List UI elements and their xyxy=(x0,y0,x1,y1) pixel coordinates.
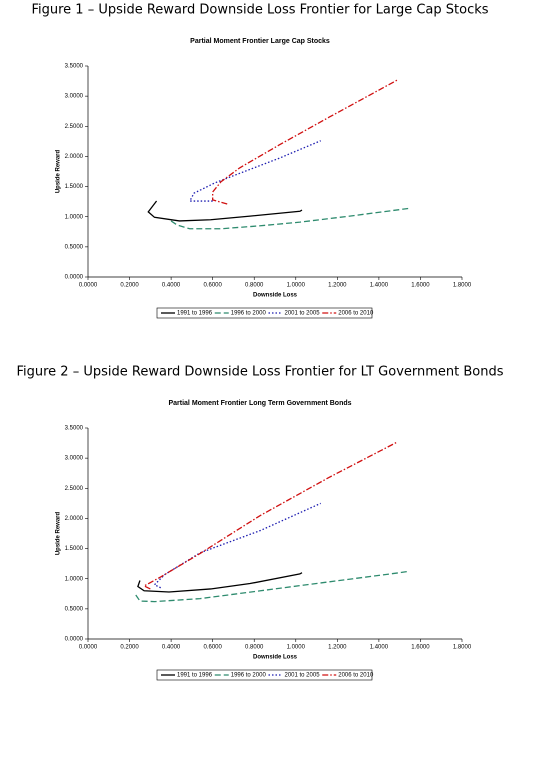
chart-title: Partial Moment Frontier Large Cap Stocks xyxy=(190,38,330,45)
y-axis-label: Upside Reward xyxy=(56,150,62,194)
y-tick-label: 1.0000 xyxy=(65,214,84,220)
y-tick-label: 2.5000 xyxy=(65,124,84,130)
x-tick-label: 0.4000 xyxy=(162,645,181,651)
y-tick-label: 0.0000 xyxy=(65,275,84,281)
chart-title: Partial Moment Frontier Long Term Govern… xyxy=(168,400,351,407)
y-axis-label: Upside Reward xyxy=(56,512,62,556)
y-tick-label: 0.5000 xyxy=(65,606,84,612)
figure-caption: Figure 1 – Upside Reward Downside Loss F… xyxy=(31,3,488,18)
series-line xyxy=(188,140,321,202)
legend-box xyxy=(156,669,373,681)
x-tick-label: 1.6000 xyxy=(411,283,430,289)
y-tick-label: 2.5000 xyxy=(65,486,84,492)
legend-label: 2001 to 2005 xyxy=(285,673,321,679)
legend-label: 1996 to 2000 xyxy=(231,311,267,317)
x-tick-label: 0.6000 xyxy=(203,283,222,289)
y-tick-label: 0.5000 xyxy=(65,244,84,250)
y-tick-label: 3.5000 xyxy=(65,426,84,432)
x-tick-label: 1.0000 xyxy=(287,645,306,651)
x-tick-label: 0.4000 xyxy=(162,283,181,289)
y-tick-label: 1.0000 xyxy=(65,576,84,582)
series-line xyxy=(135,570,409,603)
x-tick-label: 1.8000 xyxy=(453,283,472,289)
series-line xyxy=(170,207,411,230)
y-tick-label: 3.0000 xyxy=(65,94,84,100)
x-tick-label: 0.0000 xyxy=(79,645,98,651)
legend-box xyxy=(156,307,373,319)
x-tick-label: 1.8000 xyxy=(453,645,472,651)
series-line xyxy=(137,572,303,593)
x-tick-label: 0.2000 xyxy=(120,283,139,289)
y-tick-label: 0.0000 xyxy=(65,637,84,643)
y-tick-label: 1.5000 xyxy=(65,184,84,190)
x-tick-label: 1.6000 xyxy=(411,645,430,651)
x-tick-label: 1.2000 xyxy=(328,283,347,289)
legend-label: 1991 to 1996 xyxy=(177,311,213,317)
x-tick-label: 0.0000 xyxy=(79,283,98,289)
y-tick-label: 3.0000 xyxy=(65,456,84,462)
x-axis-label: Downside Loss xyxy=(253,293,298,299)
x-tick-label: 0.8000 xyxy=(245,645,264,651)
x-tick-label: 1.0000 xyxy=(287,283,306,289)
x-tick-label: 0.2000 xyxy=(120,645,139,651)
x-tick-label: 0.8000 xyxy=(245,283,264,289)
series-line xyxy=(147,200,303,222)
x-tick-label: 1.4000 xyxy=(370,645,389,651)
x-tick-label: 1.4000 xyxy=(370,283,389,289)
y-tick-label: 1.5000 xyxy=(65,546,84,552)
legend-label: 2006 to 2010 xyxy=(338,311,374,317)
x-axis-label: Downside Loss xyxy=(253,655,298,661)
figure-caption: Figure 2 – Upside Reward Downside Loss F… xyxy=(16,365,503,380)
series-line xyxy=(212,79,398,205)
legend-label: 2001 to 2005 xyxy=(285,311,321,317)
x-tick-label: 1.2000 xyxy=(328,645,347,651)
x-tick-label: 0.6000 xyxy=(203,645,222,651)
legend-label: 1996 to 2000 xyxy=(231,673,267,679)
legend-label: 1991 to 1996 xyxy=(177,673,213,679)
y-tick-label: 2.0000 xyxy=(65,154,84,160)
legend-label: 2006 to 2010 xyxy=(338,673,374,679)
y-tick-label: 3.5000 xyxy=(65,64,84,70)
y-tick-label: 2.0000 xyxy=(65,516,84,522)
series-line xyxy=(142,441,398,590)
